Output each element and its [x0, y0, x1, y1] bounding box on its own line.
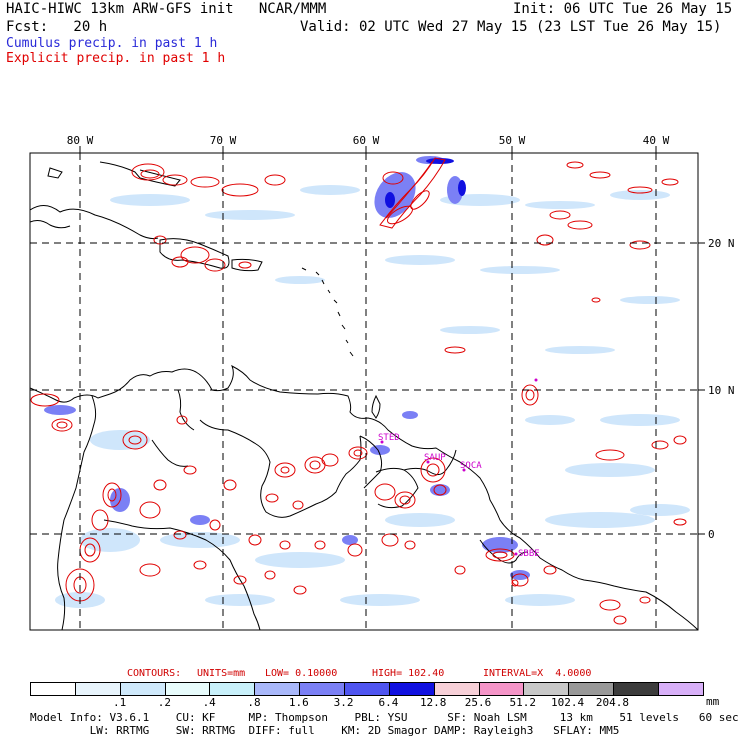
colorbar-unit: mm [706, 695, 720, 708]
station-sted: STED [378, 433, 400, 443]
contours-interval: INTERVAL=X 4.0000 [483, 668, 592, 679]
lon-label-70w: 70 W [210, 134, 237, 147]
colorbar [30, 682, 704, 696]
lon-label-80w: 80 W [67, 134, 94, 147]
contours-units: UNITS=mm [197, 668, 246, 679]
colorbar-cell [478, 683, 524, 695]
colorbar-cell [658, 683, 703, 695]
legend-cumulus: Cumulus precip. in past 1 h [6, 36, 218, 51]
colorbar-tick-label: .2 [157, 696, 172, 709]
colorbar-tick-label: .8 [247, 696, 261, 709]
station-sbbe: SBBE [518, 549, 540, 559]
contours-label: CONTOURS: [127, 668, 182, 679]
colorbar-tick-label: 51.2 [509, 696, 537, 709]
colorbar-cell [388, 683, 434, 695]
station-saup: SAUP [424, 453, 446, 463]
model-info-line1: Model Info: V3.6.1 CU: KF MP: Thompson P… [30, 711, 739, 724]
colorbar-cell [523, 683, 569, 695]
colorbar-cell [613, 683, 659, 695]
colorbar-tick-label: .4 [202, 696, 216, 709]
legend-explicit: Explicit precip. in past 1 h [6, 51, 226, 66]
station-soca: SOCA [460, 461, 482, 471]
lon-label-60w: 60 W [353, 134, 380, 147]
init-time: Init: 06 UTC Tue 26 May 15 [513, 1, 733, 17]
cumulus-precip-intense [385, 158, 466, 208]
colorbar-cell [433, 683, 479, 695]
coastlines [30, 161, 698, 630]
colorbar-tick-label: .1 [112, 696, 127, 709]
contours-low: LOW= 0.10000 [265, 668, 338, 679]
lon-label-40w: 40 W [643, 134, 670, 147]
map-frame [29, 152, 699, 631]
chart-title: HAIC-HIWC 13km ARW-GFS init NCAR/MMM [6, 1, 327, 17]
lat-label-0: 0 [708, 528, 715, 541]
colorbar-tick-label: 25.6 [464, 696, 492, 709]
contours-high: HIGH= 102.40 [372, 668, 445, 679]
forecast-hour: Fcst: 20 h [6, 19, 108, 35]
colorbar-cell [74, 683, 120, 695]
colorbar-cell [164, 683, 210, 695]
colorbar-cell [299, 683, 345, 695]
lat-label-10n: 10 N [708, 384, 735, 397]
valid-time: Valid: 02 UTC Wed 27 May 15 (23 LST Tue … [300, 19, 722, 35]
colorbar-cell [119, 683, 165, 695]
lat-lon-grid [30, 153, 698, 630]
colorbar-cell [254, 683, 300, 695]
lon-label-50w: 50 W [499, 134, 526, 147]
colorbar-tick-label: 6.4 [378, 696, 399, 709]
colorbar-tick-label: 3.2 [333, 696, 354, 709]
axis-ticks [79, 146, 705, 535]
model-info-line2: LW: RRTMG SW: RRTMG DIFF: full KM: 2D Sm… [30, 724, 620, 737]
colorbar-tick-label: 204.8 [595, 696, 629, 709]
colorbar-cell [209, 683, 255, 695]
lat-label-20n: 20 N [708, 237, 735, 250]
colorbar-tick-label: 102.4 [551, 696, 585, 709]
explicit-precip-contours [30, 157, 687, 625]
colorbar-tick-label: 12.8 [419, 696, 447, 709]
cumulus-precip-light [55, 185, 690, 608]
colorbar-cell [568, 683, 614, 695]
colorbar-cell [344, 683, 389, 695]
colorbar-tick-label: 1.6 [288, 696, 309, 709]
colorbar-cell [31, 683, 75, 695]
